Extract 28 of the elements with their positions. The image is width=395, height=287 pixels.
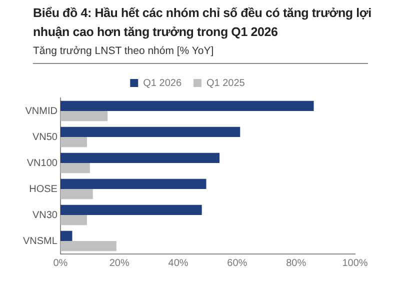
x-tick-label: 100%: [342, 258, 368, 269]
chart-title: Biểu đồ 4: Hầu hết các nhóm chỉ số đều có tăng trưởng lợi nhuận cao hơn tăng trưởng trong Q1 2026: [33, 5, 372, 41]
bar: [60, 163, 90, 174]
bar: [60, 204, 202, 215]
x-tick-label: 40%: [168, 258, 188, 269]
x-tick-label: 80%: [286, 258, 306, 269]
chart-subtitle: Tăng trưởng LNST theo nhóm [% YoY]: [33, 45, 214, 57]
y-tick-label: VNSML: [23, 236, 58, 247]
x-tick-label: 0%: [53, 258, 68, 269]
bar: [60, 100, 314, 111]
bar: [60, 126, 240, 137]
x-tick-label: 20%: [109, 258, 130, 269]
bar: [60, 178, 206, 189]
bar: [60, 111, 108, 122]
y-tick-label: VN50: [32, 132, 58, 143]
bar: [60, 152, 220, 163]
legend-label: Q1 2025: [206, 78, 246, 89]
bar: [60, 137, 87, 148]
y-tick-label: VNMID: [25, 106, 58, 117]
y-tick-label: HOSE: [29, 184, 58, 195]
bar: [60, 189, 93, 200]
legend-label: Q1 2026: [143, 78, 182, 89]
y-tick-label: VN30: [32, 210, 58, 221]
y-tick-label: VN100: [26, 158, 58, 169]
x-tick-label: 60%: [227, 258, 248, 269]
bar: [60, 241, 116, 252]
bar: [60, 215, 87, 226]
bar: [60, 230, 72, 241]
